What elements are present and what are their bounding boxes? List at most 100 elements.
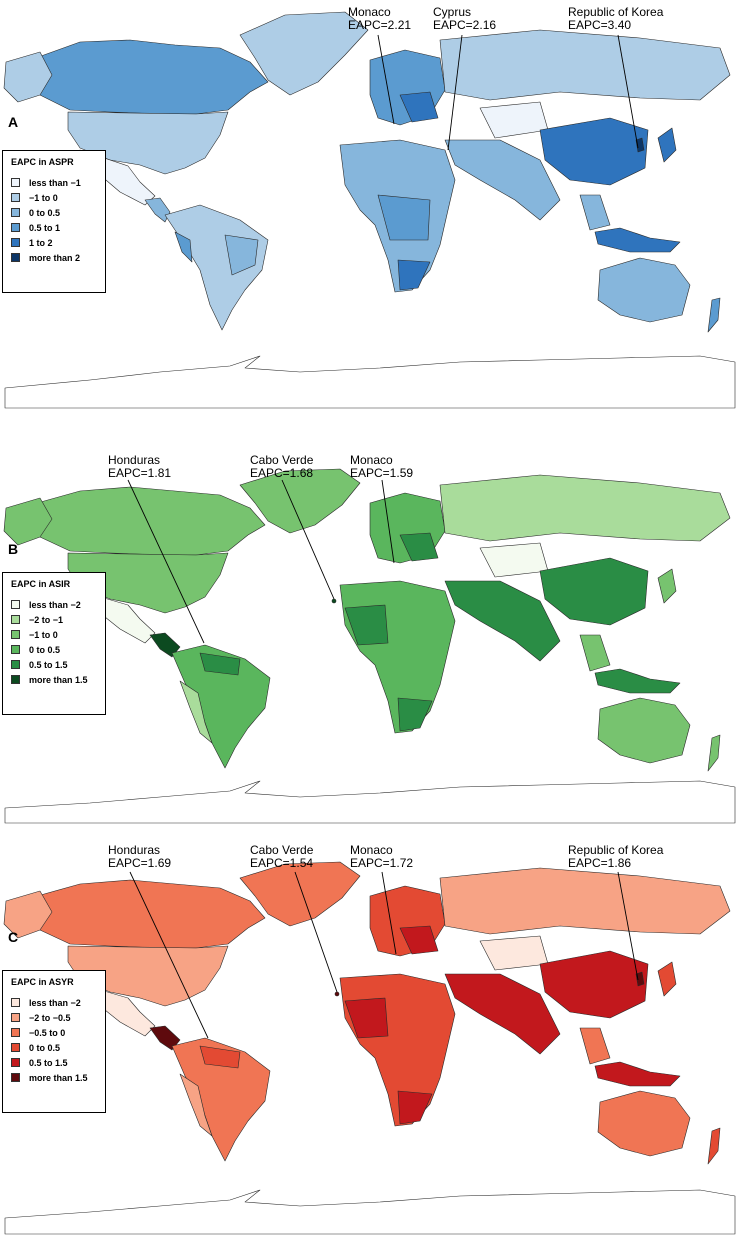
- legend-item: more than 1.5: [11, 1070, 99, 1085]
- world-map-asir: [3, 468, 736, 824]
- leader-line-cabo-verde: [281, 479, 335, 600]
- legend-item: −1 to 0: [11, 627, 99, 642]
- africa: [339, 580, 456, 734]
- legend-swatch: [11, 178, 20, 187]
- south-america-west: [179, 680, 213, 744]
- brazil-east: [224, 234, 259, 276]
- australia: [597, 1090, 691, 1157]
- south-america-north: [199, 652, 241, 676]
- legend: EAPC in ASYR less than −2 −2 to −0.5 −0.…: [2, 970, 106, 1113]
- europe-east: [399, 91, 439, 123]
- leader-line-monaco: [381, 871, 397, 955]
- new-zealand: [707, 734, 721, 772]
- legend-swatch: [11, 1058, 20, 1067]
- legend-swatch: [11, 1073, 20, 1082]
- leader-line-korea: [617, 871, 639, 981]
- antarctica: [4, 1189, 736, 1235]
- legend-swatch: [11, 1013, 20, 1022]
- callout-honduras: Honduras EAPC=1.81: [108, 453, 172, 480]
- japan: [657, 127, 677, 163]
- new-zealand: [707, 297, 721, 333]
- legend-swatch: [11, 193, 20, 202]
- canada: [27, 879, 266, 949]
- leader-line-honduras: [127, 479, 205, 644]
- russia: [439, 474, 731, 542]
- canada: [27, 486, 266, 556]
- legend: EAPC in ASIR less than −2 −2 to −1 −1 to…: [2, 572, 106, 715]
- panel-a: A EAPC in ASPR less than −1 −1 to 0 0 to…: [0, 0, 738, 413]
- legend-item: more than 1.5: [11, 672, 99, 687]
- central-america: [144, 197, 171, 223]
- antarctica: [4, 780, 736, 824]
- leader-line-cabo-verde: [294, 871, 338, 993]
- alaska: [3, 51, 53, 103]
- indonesia: [594, 227, 681, 253]
- panel-letter: A: [8, 114, 19, 130]
- china: [539, 557, 649, 626]
- world-map-aspr: [3, 11, 736, 409]
- africa: [339, 973, 456, 1127]
- legend-item: 0 to 0.5: [11, 205, 99, 220]
- middle-east: [444, 973, 561, 1055]
- world-map-asyr: [3, 861, 736, 1235]
- indonesia: [594, 1061, 681, 1087]
- china: [539, 117, 649, 186]
- greenland: [239, 861, 361, 927]
- legend-swatch: [11, 600, 20, 609]
- legend-item: −0.5 to 0: [11, 1025, 99, 1040]
- russia: [439, 867, 731, 935]
- legend-swatch: [11, 645, 20, 654]
- se-asia: [579, 1027, 611, 1065]
- greenland: [239, 11, 369, 96]
- kazakhstan: [479, 935, 549, 971]
- middle-east: [444, 580, 561, 662]
- kazakhstan: [479, 542, 549, 578]
- legend-swatch: [11, 615, 20, 624]
- korea: [635, 137, 645, 153]
- africa-south: [397, 697, 433, 732]
- legend-swatch: [11, 223, 20, 232]
- leader-line-korea: [617, 34, 639, 149]
- legend: EAPC in ASPR less than −1 −1 to 0 0 to 0…: [2, 150, 106, 293]
- middle-east: [444, 139, 561, 221]
- alaska: [3, 497, 53, 546]
- callout-korea: Republic of Korea EAPC=1.86: [568, 843, 664, 870]
- callout-korea: Republic of Korea EAPC=3.40: [568, 5, 664, 32]
- cabo-verde: [331, 598, 337, 604]
- legend-swatch: [11, 238, 20, 247]
- greenland: [239, 468, 361, 534]
- south-america-north: [199, 1045, 241, 1069]
- callout-monaco: Monaco EAPC=2.21: [348, 5, 412, 32]
- china: [539, 950, 649, 1019]
- usa: [67, 111, 229, 175]
- russia: [439, 29, 731, 101]
- legend-item: more than 2: [11, 250, 99, 265]
- japan: [657, 568, 677, 604]
- legend-item: less than −1: [11, 175, 99, 190]
- south-america: [164, 204, 269, 331]
- panel-letter: B: [8, 541, 19, 557]
- legend-item: 0.5 to 1.5: [11, 1055, 99, 1070]
- africa-south: [397, 259, 431, 291]
- legend-item: 0 to 0.5: [11, 642, 99, 657]
- canada: [27, 39, 269, 115]
- europe-east: [399, 925, 439, 955]
- se-asia: [579, 194, 611, 231]
- antarctica: [4, 355, 736, 409]
- legend-swatch: [11, 1028, 20, 1037]
- callout-cabo-verde: Cabo Verde EAPC=1.54: [250, 843, 314, 870]
- africa-west: [344, 997, 389, 1039]
- legend-item: −1 to 0: [11, 190, 99, 205]
- panel-b: B EAPC in ASIR less than −2 −2 to −1 −1 …: [0, 413, 738, 826]
- africa-west: [344, 604, 389, 646]
- legend-item: 0.5 to 1: [11, 220, 99, 235]
- legend-swatch: [11, 630, 20, 639]
- legend-item: −2 to −1: [11, 612, 99, 627]
- africa-central: [377, 194, 431, 241]
- legend-title: EAPC in ASPR: [11, 157, 74, 167]
- leader-line-honduras: [129, 871, 209, 1039]
- kazakhstan: [479, 101, 549, 139]
- legend-swatch: [11, 208, 20, 217]
- leader-line-monaco: [381, 479, 395, 564]
- legend-swatch: [11, 675, 20, 684]
